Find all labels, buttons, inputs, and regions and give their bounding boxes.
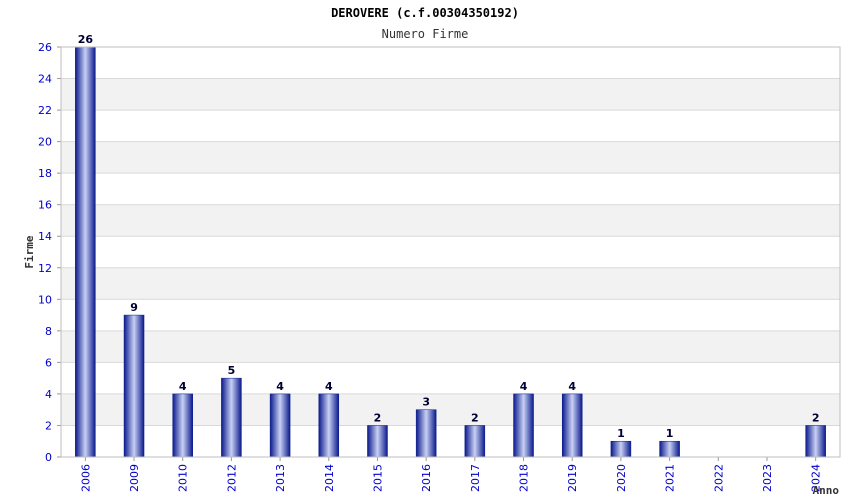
y-axis-label: Firme <box>23 235 36 268</box>
data-label: 26 <box>78 33 94 46</box>
bar-2009 <box>123 314 145 458</box>
data-label: 1 <box>666 427 674 440</box>
bar-2017 <box>464 425 486 458</box>
bar-2016 <box>415 409 437 458</box>
bar-2015 <box>367 425 388 458</box>
x-tick-label: 2006 <box>79 464 92 492</box>
data-label: 5 <box>228 364 236 377</box>
grid-band <box>61 362 840 394</box>
x-tick-label: 2022 <box>712 464 725 492</box>
x-tick-label: 2013 <box>274 464 287 492</box>
chart-title: DEROVERE (c.f.00304350192) <box>331 6 519 20</box>
bar-2018 <box>513 393 534 458</box>
grid-band <box>61 236 840 268</box>
grid-band <box>61 141 840 174</box>
data-label: 4 <box>568 380 576 393</box>
y-tick-label: 20 <box>38 136 52 149</box>
x-tick-label: 2009 <box>128 464 141 492</box>
data-label: 2 <box>374 411 382 424</box>
chart-subtitle: Numero Firme <box>382 27 469 41</box>
x-tick-label: 2023 <box>761 464 774 492</box>
bar-2013 <box>269 393 291 458</box>
bar-2010 <box>172 393 193 458</box>
bar-2006 <box>75 46 96 458</box>
data-label: 4 <box>179 380 187 393</box>
y-tick-label: 22 <box>38 104 52 117</box>
x-tick-label: 2015 <box>371 464 384 492</box>
x-tick-label: 2010 <box>177 464 190 492</box>
data-label: 3 <box>422 396 430 409</box>
data-label: 4 <box>276 380 284 393</box>
x-axis-ticks: 2006 2009 2010 2012 2013 2014 2015 2016 2017 2018… <box>79 457 823 492</box>
y-tick-label: 6 <box>45 356 52 369</box>
y-tick-label: 16 <box>38 199 52 212</box>
x-tick-label: 2017 <box>469 464 482 492</box>
bar-2024 <box>805 425 826 458</box>
grid-band <box>61 330 840 363</box>
data-label: 2 <box>812 411 820 424</box>
grid-band <box>61 267 840 300</box>
x-tick-label: 2012 <box>225 464 238 492</box>
x-tick-label: 2024 <box>810 464 823 492</box>
plot-frame <box>60 46 841 458</box>
x-tick-label: 2016 <box>420 464 433 492</box>
y-tick-label: 4 <box>45 388 52 401</box>
data-label: 4 <box>520 380 528 393</box>
y-tick-label: 8 <box>45 325 52 338</box>
grid-band <box>61 204 840 237</box>
grid-band <box>61 173 840 205</box>
bar-2021 <box>659 440 680 458</box>
grid-band <box>61 299 840 331</box>
x-tick-label: 2014 <box>323 464 336 492</box>
x-axis-label: Anno <box>813 484 840 497</box>
y-tick-label: 14 <box>38 230 52 243</box>
x-tick-label: 2020 <box>615 464 628 492</box>
grid-band <box>61 78 840 111</box>
data-label: 4 <box>325 380 333 393</box>
x-tick-label: 2018 <box>518 464 531 492</box>
x-tick-label: 2019 <box>566 464 579 492</box>
data-label: 9 <box>130 301 138 314</box>
y-tick-label: 24 <box>38 73 52 86</box>
bar-2014 <box>318 393 340 458</box>
grid-band <box>61 110 840 142</box>
y-tick-label: 10 <box>38 293 52 306</box>
x-tick-label: 2021 <box>664 464 677 492</box>
y-tick-label: 12 <box>38 262 52 275</box>
y-tick-label: 0 <box>45 451 52 464</box>
y-tick-label: 18 <box>38 167 52 180</box>
y-tick-label: 26 <box>38 41 52 54</box>
bar-2012 <box>221 377 242 458</box>
grid-bands <box>61 46 840 458</box>
y-tick-label: 2 <box>45 419 52 432</box>
bar-2020 <box>610 440 632 458</box>
data-label: 2 <box>471 411 479 424</box>
grid-band <box>61 47 840 79</box>
data-label: 1 <box>617 427 625 440</box>
bar-2019 <box>561 393 583 458</box>
